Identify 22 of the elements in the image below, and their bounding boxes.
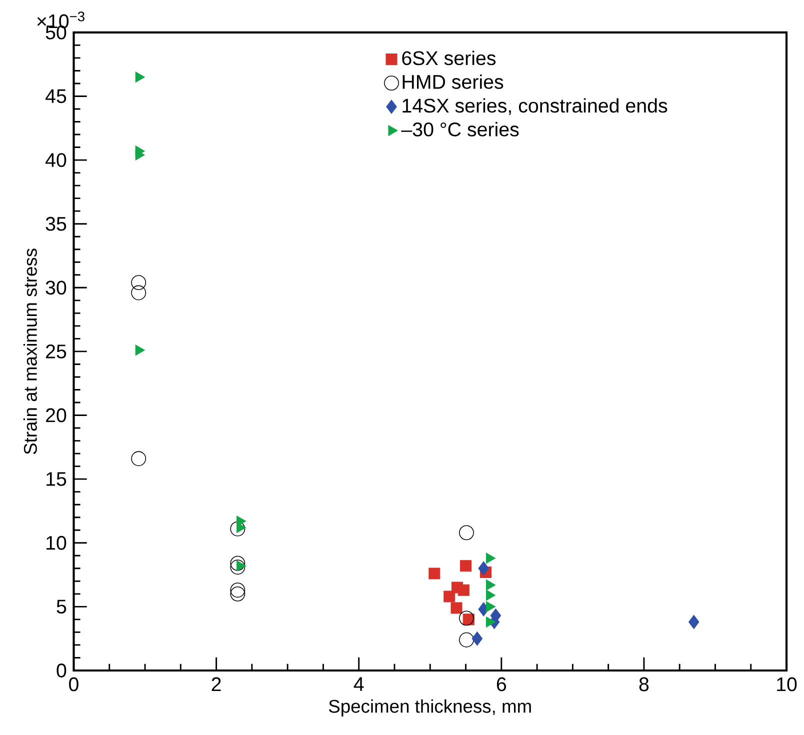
x-axis-title: Specimen thickness, mm	[328, 699, 531, 716]
y-tick-label: 45	[46, 89, 66, 103]
y-tick-label: 20	[46, 408, 66, 422]
y-tick-label: 25	[46, 344, 66, 358]
y-tick-label: 15	[46, 472, 66, 486]
legend-label: 14SX series, constrained ends	[402, 98, 668, 115]
y-tick-label: 40	[46, 152, 66, 167]
y-tick-label: 35	[46, 216, 66, 231]
legend-label: –30 °C series	[401, 122, 519, 136]
y-tick-label: 10	[46, 536, 66, 550]
x-tick-label: 4	[354, 677, 364, 691]
y-axis-title: Strain at maximum stress	[23, 248, 37, 454]
legend-label: HMD series	[402, 74, 504, 89]
x-tick-label: 2	[212, 677, 221, 691]
x-tick-label: 0	[69, 677, 78, 692]
y-tick-label: 0	[56, 663, 66, 678]
y-tick-label: 30	[46, 280, 66, 294]
y-tick-label: 5	[56, 600, 66, 614]
x-tick-label: 10	[777, 677, 797, 692]
legend-label: 6SX series	[402, 50, 496, 65]
x-tick-label: 6	[496, 677, 506, 692]
x-tick-label: 8	[639, 677, 649, 692]
